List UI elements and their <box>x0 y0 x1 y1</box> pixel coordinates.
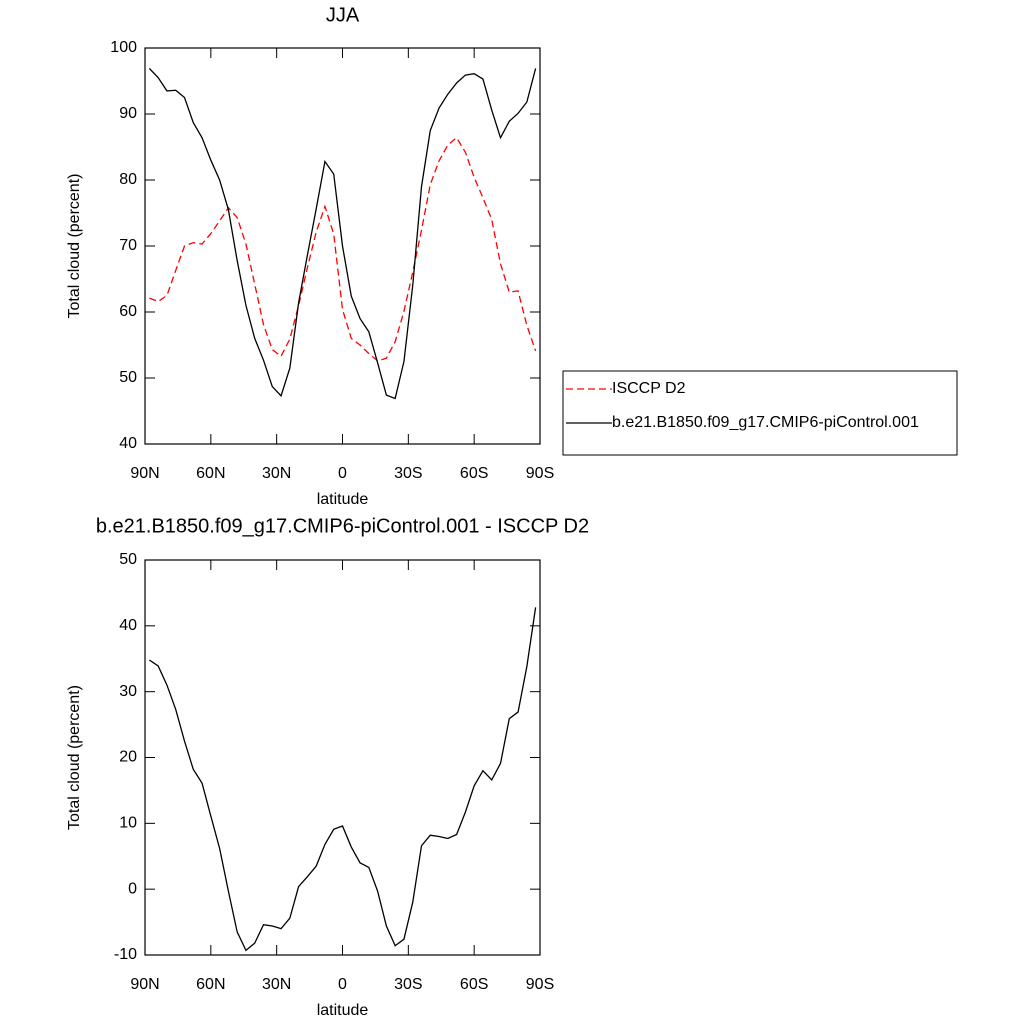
data-line <box>149 607 537 952</box>
y-tick-label: 100 <box>110 39 137 56</box>
x-tick-label: 30S <box>394 465 422 482</box>
x-tick-label: 30N <box>262 465 291 482</box>
legend-label: ISCCP D2 <box>612 380 686 397</box>
legend: ISCCP D2 b.e21.B1850.f09_g17.CMIP6-piCont… <box>562 370 958 456</box>
y-tick-label: 70 <box>119 237 137 254</box>
x-tick-label: 90S <box>526 976 554 993</box>
x-tick-label: 60N <box>196 465 225 482</box>
chart-title: JJA <box>326 4 360 26</box>
y-tick-label: 60 <box>119 303 137 320</box>
y-axis-label: Total cloud (percent) <box>66 174 83 319</box>
legend-box <box>562 370 958 456</box>
legend-label: b.e21.B1850.f09_g17.CMIP6-piControl.001 <box>612 414 919 431</box>
y-tick-label: 90 <box>119 105 137 122</box>
x-tick-label: 60N <box>196 976 225 993</box>
chart-title: b.e21.B1850.f09_g17.CMIP6-piControl.001 … <box>96 515 589 537</box>
y-axis-label: Total cloud (percent) <box>66 685 83 830</box>
y-tick-label: 0 <box>128 880 137 897</box>
x-tick-label: 0 <box>338 976 347 993</box>
data-line <box>148 68 537 400</box>
x-tick-label: 30N <box>262 976 291 993</box>
y-tick-label: 80 <box>119 171 137 188</box>
x-tick-label: 90S <box>526 465 554 482</box>
x-axis-label: latitude <box>317 491 369 508</box>
plot-frame <box>144 47 541 445</box>
y-tick-label: 40 <box>119 617 137 634</box>
y-tick-label: -10 <box>114 946 137 963</box>
x-tick-label: 30S <box>394 976 422 993</box>
x-axis-label: latitude <box>317 1002 369 1019</box>
x-tick-label: 0 <box>338 465 347 482</box>
y-tick-label: 40 <box>119 435 137 452</box>
y-tick-label: 30 <box>119 683 137 700</box>
x-tick-label: 90N <box>130 976 159 993</box>
y-tick-label: 20 <box>119 749 137 766</box>
plot-frame <box>144 559 541 956</box>
x-tick-label: 60S <box>460 976 488 993</box>
x-tick-label: 60S <box>460 465 488 482</box>
y-tick-label: 50 <box>119 551 137 568</box>
x-tick-label: 90N <box>130 465 159 482</box>
y-tick-label: 50 <box>119 369 137 386</box>
y-tick-label: 10 <box>119 815 137 832</box>
